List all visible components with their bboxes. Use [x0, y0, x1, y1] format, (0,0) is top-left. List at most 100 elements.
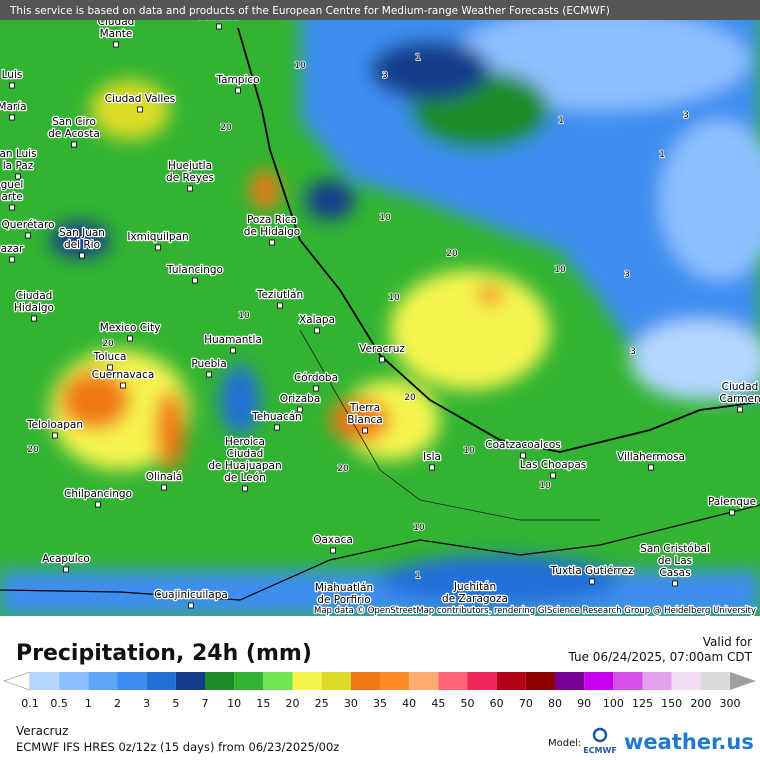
model-run: ECMWF IFS HRES 0z/12z (15 days) from 06/…: [16, 740, 339, 754]
city-label: Ixmiquilpan: [127, 231, 188, 243]
contour-label: 10: [413, 523, 425, 533]
city-marker: [520, 452, 526, 459]
legend-tick-label: 10: [227, 697, 241, 710]
city-marker: [274, 424, 280, 431]
city-label: de León: [224, 472, 266, 484]
contour-label: 10: [554, 265, 566, 275]
city-label: Acapulco: [42, 553, 90, 565]
legend-tick-label: 2: [114, 697, 121, 710]
title: Precipitation, 24h (mm): [16, 641, 312, 666]
legend-tick-label: 70: [519, 697, 533, 710]
color-bin: [642, 672, 672, 690]
city-marker: [107, 364, 113, 371]
city-marker: [341, 607, 347, 614]
city-label: Córdoba: [294, 372, 338, 384]
city-label: Villahermosa: [617, 451, 685, 463]
city-label: Querétaro: [2, 219, 55, 231]
color-bin: [30, 672, 60, 690]
legend-tick-label: 0.1: [21, 697, 39, 710]
city-marker: [71, 141, 77, 148]
contour-label: 1: [659, 150, 665, 160]
contour-label: 20: [27, 445, 39, 455]
city-label: arte: [1, 191, 22, 203]
color-bin: [380, 672, 410, 690]
city-marker: [330, 547, 336, 554]
contour-label: 10: [539, 481, 551, 491]
city-label: guel: [1, 179, 24, 191]
city-label: Tampico: [215, 74, 259, 86]
city-marker: [95, 501, 101, 508]
legend-tick-label: 3: [143, 697, 150, 710]
city-marker: [672, 580, 678, 587]
city-marker: [242, 485, 248, 492]
city-marker: [313, 385, 319, 392]
color-bin: [88, 672, 118, 690]
city-marker: [9, 204, 15, 211]
city-label: Toluca: [93, 351, 127, 363]
city-marker: [230, 347, 236, 354]
valid-time: Tue 06/24/2025, 07:00am CDT: [568, 650, 753, 664]
city-marker: [729, 509, 735, 516]
city-label: de Porfirio: [317, 594, 370, 606]
city-label: Mante: [100, 28, 133, 40]
city-marker: [737, 406, 743, 413]
contour-label: 20: [337, 464, 349, 474]
contour-label: 3: [683, 111, 689, 121]
city-label: María: [0, 101, 27, 113]
legend-tick-label: 300: [720, 697, 741, 710]
city-marker: [9, 82, 15, 89]
city-marker: [9, 256, 15, 263]
color-bin: [700, 672, 730, 690]
legend-tick-label: 200: [690, 697, 711, 710]
city-label: Heroica: [225, 436, 265, 448]
city-marker: [161, 484, 167, 491]
contour-label: 1: [558, 116, 564, 126]
city-label: Cuajinicuilapa: [154, 589, 228, 601]
city-marker: [277, 302, 283, 309]
city-label: Ciudad Valles: [105, 93, 176, 105]
city-label: Tulancingo: [166, 264, 223, 276]
color-bin: [584, 672, 614, 690]
legend-tick-label: 45: [431, 697, 445, 710]
city-label: de Zaragoza: [442, 593, 508, 605]
city-marker: [648, 464, 654, 471]
city-label: Juchitán: [453, 581, 496, 593]
city-marker: [362, 427, 368, 434]
contour-label: 20: [102, 339, 114, 349]
city-marker: [235, 87, 241, 94]
legend-tick-label: 0.5: [50, 697, 68, 710]
city-label: Huejutla: [168, 160, 212, 172]
city-label: de Huajuapan: [208, 460, 281, 472]
city-label: Blanca: [347, 414, 382, 426]
city-label: Casas: [659, 567, 690, 579]
legend-tick-label: 50: [461, 697, 475, 710]
city-label: Orizaba: [280, 393, 321, 405]
banner: [0, 0, 760, 20]
contour-label: 3: [624, 270, 630, 280]
model-label: Model:: [548, 738, 581, 749]
city-label: Teziutlán: [256, 289, 303, 301]
city-label: Teloloapan: [26, 419, 83, 431]
city-marker: [187, 185, 193, 192]
contour-label: 20: [404, 393, 416, 403]
city-label: de Acosta: [48, 128, 100, 140]
city-label: Miahuatlán: [315, 582, 373, 594]
city-label: Xalapa: [299, 314, 335, 326]
contour-label: 20: [220, 123, 232, 133]
city-label: Puebla: [191, 358, 226, 370]
color-bin: [613, 672, 643, 690]
brand-logo[interactable]: weather.us: [624, 730, 754, 754]
city-marker: [137, 106, 143, 113]
city-label: Huamantla: [204, 334, 262, 346]
city-label: Carmen: [719, 393, 760, 405]
city-marker: [127, 335, 133, 342]
map-attribution: Map data © OpenStreetMap contributors, r…: [314, 606, 756, 616]
city-label: Tierra: [349, 402, 380, 414]
city-marker: [379, 356, 385, 363]
contour-label: 20: [446, 249, 458, 259]
city-label: de Las: [658, 555, 692, 567]
map-labels: CiudadManteAldamaTampicoLuisMaríaCiudad …: [0, 9, 760, 614]
legend-tick-label: 150: [661, 697, 682, 710]
city-label: Veracruz: [359, 343, 405, 355]
